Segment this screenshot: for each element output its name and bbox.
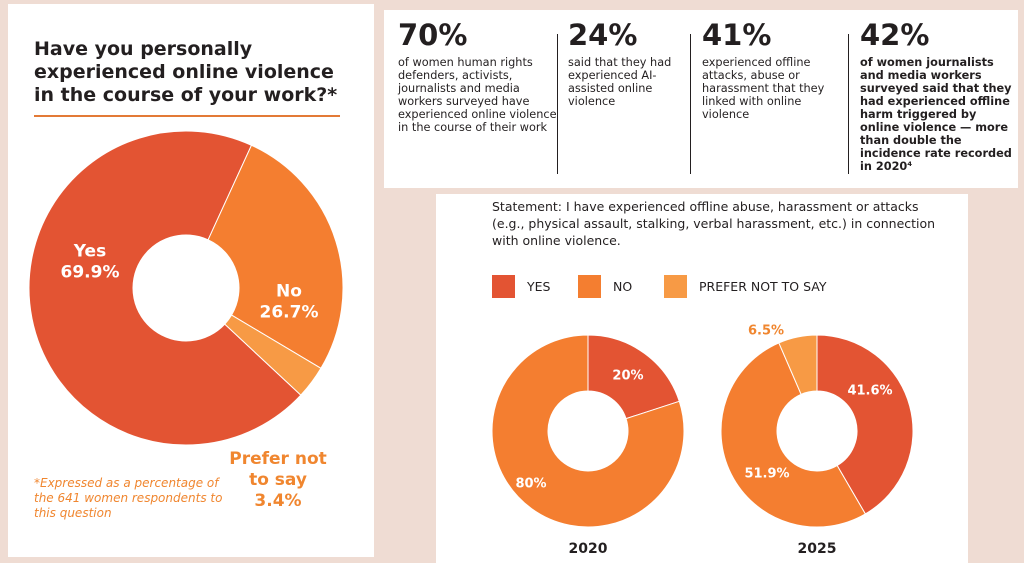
footnote: *Expressed as a percentage of the 641 wo… — [34, 476, 223, 520]
slice-prefer-not-to-say — [224, 314, 322, 396]
slice-label-prefer-not-to-say: Prefer not to say 3.4% — [229, 449, 327, 511]
legend-item-no: NO — [578, 274, 632, 298]
slice-label-yes: 41.6% — [847, 384, 892, 399]
stat-description: of women human rights defenders, activis… — [398, 56, 557, 134]
survey-question-title: Have you personally experienced online v… — [34, 38, 338, 106]
stat-divider — [557, 34, 558, 174]
slice-label-no: 80% — [515, 477, 546, 492]
slice-label-no: 51.9% — [744, 467, 789, 482]
legend-item-prefer-not: PREFER NOT TO SAY — [664, 274, 827, 298]
stat-block-3: 41% experienced offline attacks, abuse o… — [702, 18, 842, 121]
legend-item-yes: YES — [492, 274, 550, 298]
slice-label-prefer-not-to-say: 6.5% — [748, 324, 784, 339]
legend-swatch-prefer-not — [664, 274, 687, 298]
slice-label-yes: Yes 69.9% — [61, 242, 120, 283]
slice-label-no: No 26.7% — [260, 282, 319, 323]
online-violence-donut-chart: Yes 69.9% No 26.7% Prefer not to say 3.4% — [28, 130, 344, 511]
legend-label: YES — [527, 278, 551, 294]
stat-block-2: 24% said that they had experienced AI-as… — [568, 18, 686, 108]
chart-caption-2025: 2025 — [798, 541, 837, 557]
stat-value: 24% — [568, 18, 638, 52]
slice-no — [720, 342, 867, 528]
stats-panel: 70% of women human rights defenders, act… — [384, 10, 1018, 188]
stat-block-4: 42% of women journalists and media worke… — [860, 18, 1012, 173]
stat-block-1: 70% of women human rights defenders, act… — [398, 18, 558, 134]
stat-divider — [848, 34, 849, 174]
slice-label-yes: 20% — [612, 368, 643, 383]
left-panel: Have you personally experienced online v… — [8, 4, 374, 557]
legend-swatch-no — [578, 274, 601, 298]
stat-description: experienced offline attacks, abuse or ha… — [702, 56, 825, 121]
offline-abuse-donut-charts: 20% 80% 2020 41.6% 51.9% 6.5% 2025 — [491, 324, 914, 557]
slice-no — [207, 144, 344, 369]
slice-yes — [587, 334, 680, 420]
slice-yes — [28, 130, 302, 446]
legend-label: NO — [613, 278, 633, 294]
stat-description: of women journalists and media workers s… — [860, 56, 1012, 173]
title-rule — [34, 115, 340, 117]
slice-no — [491, 334, 685, 528]
legend-swatch-yes — [492, 274, 515, 298]
slice-prefer-not-to-say — [778, 334, 818, 395]
stat-value: 42% — [860, 18, 930, 52]
stat-value: 70% — [398, 18, 468, 52]
slice-yes — [816, 334, 914, 515]
comparison-panel: 20% 80% 2020 41.6% 51.9% 6.5% 2025 Statement: … — [436, 194, 968, 563]
legend-label: PREFER NOT TO SAY — [699, 278, 827, 294]
stat-divider — [690, 34, 691, 174]
chart-caption-2020: 2020 — [569, 541, 608, 557]
statement-text: Statement: I have experienced offline ab… — [492, 199, 936, 248]
stat-description: said that they had experienced AI-assist… — [568, 56, 672, 108]
stat-value: 41% — [702, 18, 772, 52]
